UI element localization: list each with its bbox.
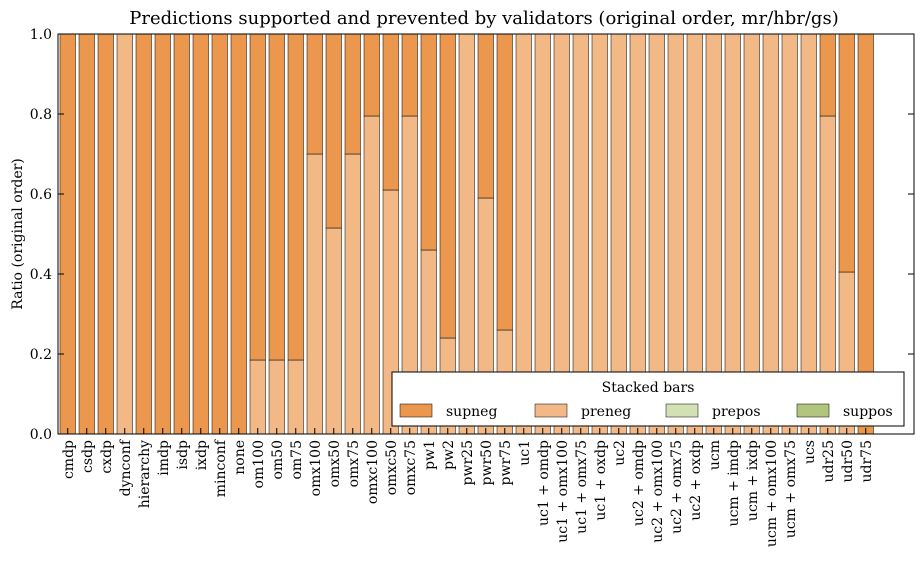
x-tick-label: om75: [289, 440, 305, 480]
y-axis-title: Ratio (original order): [10, 158, 26, 310]
bar-supneg-15: [344, 33, 361, 155]
bar-supneg-5: [154, 33, 171, 435]
x-tick-label: udr25: [821, 440, 837, 483]
bar-supneg-18: [401, 33, 418, 117]
bar-preneg-14: [325, 227, 342, 435]
x-tick-label: pwr75: [498, 440, 514, 485]
legend-entries: supneg preneg prepos suppos: [399, 403, 893, 420]
legend-label-prepos: prepos: [712, 404, 761, 420]
x-tick-label: cmdp: [61, 440, 77, 479]
bar-supneg-8: [211, 33, 228, 435]
legend-label-preneg: preneg: [581, 404, 631, 420]
legend-swatch-preneg: [534, 403, 568, 418]
legend-swatch-supneg: [399, 403, 433, 418]
y-tick-label: 0.2: [30, 347, 52, 363]
y-tick-label: 0.4: [30, 267, 52, 283]
bar-preneg-15: [344, 153, 361, 435]
x-tick-label: ucm + omx75: [783, 440, 799, 538]
x-tick-label: omx100: [308, 440, 324, 496]
bar-supneg-22: [477, 33, 494, 199]
bar-supneg-9: [230, 33, 247, 435]
plot-frame: [57, 33, 915, 435]
bar-supneg-1: [78, 33, 95, 435]
legend-swatch-prepos: [665, 403, 699, 418]
x-tick-label: minconf: [213, 438, 229, 497]
bar-supneg-19: [420, 33, 437, 251]
bar-preneg-11: [268, 359, 285, 435]
x-tick-label: ucm + omx100: [764, 440, 780, 547]
bar-supneg-16: [363, 33, 380, 117]
y-tick-label: 0.8: [30, 107, 52, 123]
x-tick-label: omxc75: [403, 440, 419, 495]
bar-supneg-40: [819, 33, 836, 117]
x-tick-label: omx50: [327, 440, 343, 487]
x-tick-label: om100: [251, 440, 267, 488]
bar-supneg-0: [59, 33, 76, 435]
x-tick-label: uc2: [612, 440, 628, 466]
x-tick-label: pwr25: [460, 440, 476, 485]
x-tick-label: uc2 + omx75: [669, 440, 685, 534]
x-tick-label: ucm + imdp: [726, 440, 742, 526]
x-tick-label: uc1 + omdp: [536, 440, 552, 526]
x-tick-label: ucs: [802, 440, 818, 464]
bar-preneg-13: [306, 153, 323, 435]
x-tick-label: pwr50: [479, 440, 495, 485]
bar-supneg-6: [173, 33, 190, 435]
x-tick-label: ucm: [707, 440, 723, 470]
bar-supneg-4: [135, 33, 152, 435]
x-tick-label: csdp: [80, 440, 96, 473]
legend-label-supneg: supneg: [446, 404, 497, 420]
x-tick-label: uc2 + omx100: [650, 440, 666, 543]
y-tick-label: 0.0: [30, 427, 52, 443]
bar-preneg-16: [363, 115, 380, 435]
x-tick-label: uc2 + oxdp: [688, 440, 704, 521]
x-ticks: cmdp csdp cxdp dynconf hierarchy imdp isdp ixdp…: [61, 428, 875, 547]
x-tick-label: omx75: [346, 440, 362, 487]
x-tick-label: uc1 + oxdp: [593, 440, 609, 521]
bar-supneg-14: [325, 33, 342, 229]
x-tick-label: none: [232, 440, 248, 475]
x-tick-label: imdp: [156, 440, 172, 476]
bar-supneg-17: [382, 33, 399, 191]
x-tick-label: uc1: [517, 440, 533, 466]
bar-supneg-10: [249, 33, 266, 361]
x-tick-label: uc1 + omx100: [555, 440, 571, 543]
x-tick-label: cxdp: [99, 440, 115, 474]
bar-supneg-11: [268, 33, 285, 361]
bar-supneg-20: [439, 33, 456, 339]
bar-supneg-7: [192, 33, 209, 435]
chart-title: Predictions supported and prevented by v…: [129, 8, 838, 29]
x-tick-label: ixdp: [194, 440, 210, 470]
x-tick-label: uc1 + omx75: [574, 440, 590, 534]
bar-preneg-3: [116, 33, 133, 435]
y-ticks: 0.0 0.2 0.4 0.6 0.8 1.0: [30, 27, 914, 443]
bar-preneg-10: [249, 359, 266, 435]
x-tick-label: uc2 + omdp: [631, 440, 647, 526]
legend-swatch-suppos: [796, 403, 830, 418]
x-tick-label: isdp: [175, 440, 191, 470]
bar-preneg-12: [287, 359, 304, 435]
x-tick-label: pw1: [422, 440, 438, 470]
bar-supneg-12: [287, 33, 304, 361]
x-tick-label: dynconf: [118, 438, 134, 496]
x-tick-label: udr50: [840, 440, 856, 483]
x-tick-label: pw2: [441, 440, 457, 470]
x-tick-label: hierarchy: [137, 440, 153, 508]
y-tick-label: 0.6: [30, 187, 52, 203]
legend: Stacked bars supneg preneg prepos suppos: [391, 371, 905, 427]
x-tick-label: ucm + ixdp: [745, 440, 761, 521]
y-tick-label: 1.0: [30, 27, 52, 43]
bars: [59, 33, 874, 435]
x-tick-label: omxc100: [365, 440, 381, 504]
legend-label-suppos: suppos: [843, 404, 893, 420]
x-tick-label: om50: [270, 440, 286, 480]
x-tick-label: omxc50: [384, 440, 400, 495]
legend-title: Stacked bars: [602, 380, 695, 396]
bar-supneg-2: [97, 33, 114, 435]
bar-supneg-13: [306, 33, 323, 155]
bar-supneg-41: [838, 33, 855, 273]
x-tick-label: udr75: [859, 440, 875, 483]
bar-supneg-23: [496, 33, 513, 331]
